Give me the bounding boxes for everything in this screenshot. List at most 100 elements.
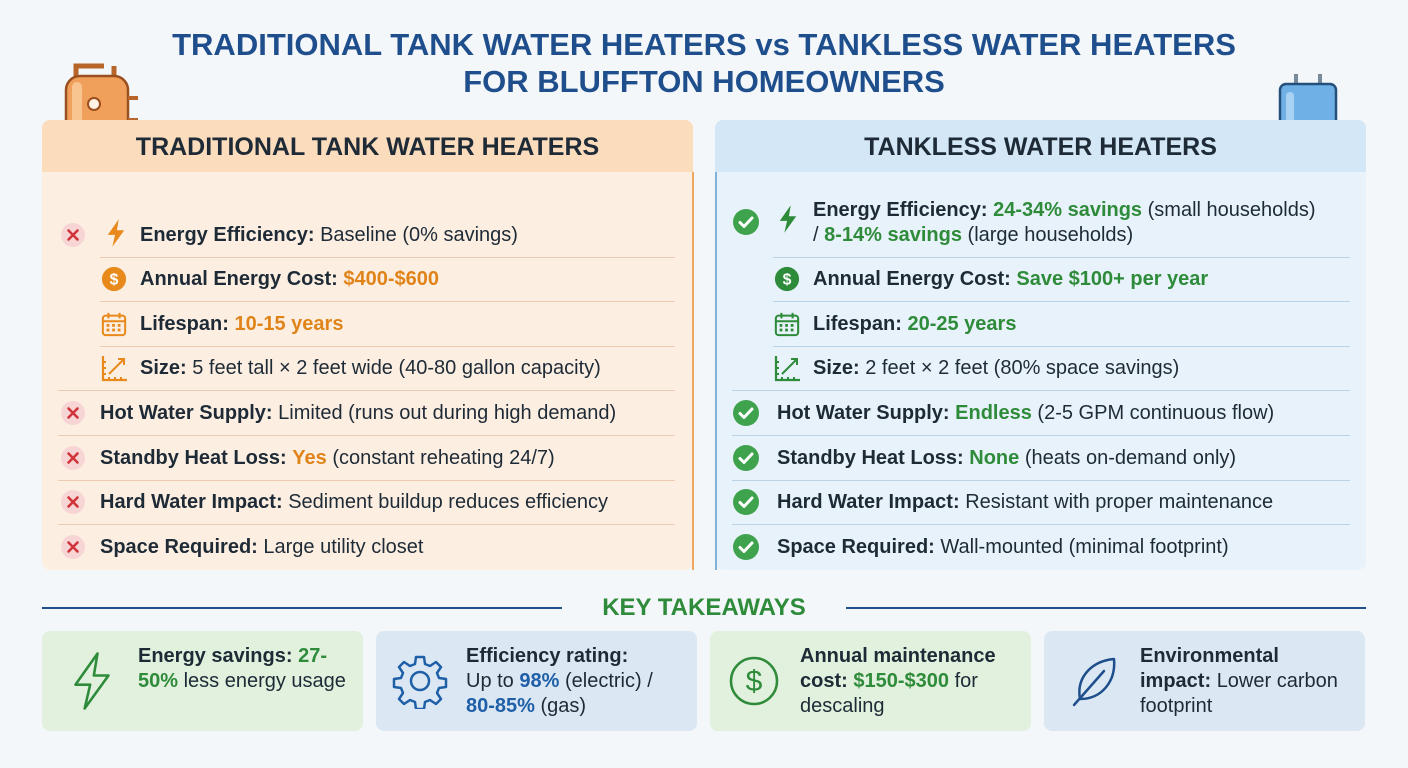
row: / 8-14% savings (large households)	[813, 223, 1133, 247]
card-text: Environmental impact: Lower carbon footp…	[1140, 644, 1355, 719]
row-label: Energy Efficiency:	[140, 224, 315, 246]
row: Standby Heat Loss: Yes (constant reheati…	[100, 446, 555, 470]
separator	[773, 301, 1350, 302]
check-icon	[732, 444, 760, 472]
row-highlight: Yes	[292, 447, 327, 469]
card-highlight: 80-85%	[466, 695, 535, 717]
tankless-panel: TANKLESS WATER HEATERS	[715, 120, 1366, 570]
row-label: Standby Heat Loss:	[100, 447, 287, 469]
row-highlight: None	[969, 447, 1020, 469]
row-text: (heats on-demand only)	[1024, 447, 1237, 469]
calendar-icon	[774, 311, 800, 337]
row: Lifespan: 20-25 years	[813, 312, 1016, 336]
card-text: Energy savings: 27-50% less energy usage	[138, 644, 353, 694]
energy-icon	[74, 652, 110, 710]
cross-icon	[60, 445, 86, 471]
row-label: Size:	[140, 357, 187, 379]
tank-panel: TRADITIONAL TANK WATER HEATERS	[42, 120, 693, 570]
row: Energy Efficiency: 24-34% savings (small…	[813, 198, 1315, 222]
row-text: Resistant with proper maintenance	[965, 491, 1274, 513]
row: Size: 5 feet tall × 2 feet wide (40-80 g…	[140, 356, 601, 380]
row-label: Standby Heat Loss:	[777, 447, 964, 469]
separator	[58, 524, 675, 525]
calendar-icon	[101, 311, 127, 337]
separator	[773, 346, 1350, 347]
row-text: Baseline (0% savings)	[320, 224, 518, 246]
separator	[773, 257, 1350, 258]
row-text: /	[813, 224, 819, 246]
card-text-part: (gas)	[540, 695, 587, 717]
row-text: Wall-mounted (minimal footprint)	[940, 536, 1229, 558]
row-label: Size:	[813, 357, 860, 379]
title: TRADITIONAL TANK WATER HEATERS vs TANKLE…	[172, 27, 1236, 62]
card-text-part: Up to	[466, 670, 514, 692]
takeaway-card: $ Annual maintenance cost: $150-$300 for…	[710, 631, 1031, 731]
title: FOR BLUFFTON HOMEOWNERS	[463, 64, 945, 99]
card-text: Efficiency rating: Up to 98% (electric) /…	[466, 644, 681, 719]
row: Standby Heat Loss: None (heats on-demand…	[777, 446, 1236, 470]
row-label: Hot Water Supply:	[100, 402, 273, 424]
section-heading: KEY TAKEAWAYS	[602, 594, 806, 621]
card-text: Annual maintenance cost: $150-$300 for d…	[800, 644, 1022, 719]
leaf-icon	[1072, 657, 1116, 707]
row-label: Energy Efficiency:	[813, 199, 988, 221]
panel-border	[715, 172, 717, 570]
separator	[732, 435, 1350, 436]
check-icon	[732, 488, 760, 516]
row: Hot Water Supply: Endless (2-5 GPM conti…	[777, 401, 1274, 425]
row-label: Lifespan:	[813, 313, 902, 335]
separator	[732, 390, 1350, 391]
row-highlight: Endless	[955, 402, 1032, 424]
energy-icon	[105, 218, 127, 248]
size-icon	[773, 353, 803, 383]
row: Energy Efficiency: Baseline (0% savings)	[140, 223, 518, 247]
row-text: (small households)	[1147, 199, 1316, 221]
cross-icon	[60, 400, 86, 426]
panel-heading: TRADITIONAL TANK WATER HEATERS	[42, 120, 693, 172]
card-highlight: 98%	[519, 670, 560, 692]
cross-icon	[60, 534, 86, 560]
row-label: Annual Energy Cost:	[140, 268, 338, 290]
row-text: 2 feet × 2 feet (80% space savings)	[865, 357, 1180, 379]
cost-icon	[774, 266, 800, 292]
energy-icon	[777, 204, 799, 234]
separator	[58, 480, 675, 481]
separator	[100, 346, 675, 347]
cost-icon	[101, 266, 127, 292]
row-label: Hard Water Impact:	[777, 491, 960, 513]
gear-icon	[392, 655, 448, 709]
row: Space Required: Large utility closet	[100, 535, 423, 559]
card-text-part: for descaling	[800, 670, 978, 717]
card-label: Energy savings:	[138, 645, 293, 667]
row-text: (2-5 GPM continuous flow)	[1037, 402, 1275, 424]
separator	[732, 524, 1350, 525]
svg-text:$: $	[746, 665, 763, 698]
row-text: (large households)	[967, 224, 1134, 246]
row-text: Sediment buildup reduces efficiency	[288, 491, 609, 513]
divider-line	[42, 607, 562, 609]
row: Hot Water Supply: Limited (runs out duri…	[100, 401, 616, 425]
separator	[100, 301, 675, 302]
takeaway-card: Efficiency rating: Up to 98% (electric) /…	[376, 631, 697, 731]
size-icon	[100, 353, 130, 383]
card-text-part: less energy usage	[183, 670, 346, 692]
separator	[58, 390, 675, 391]
row-highlight: 10-15 years	[234, 313, 344, 335]
check-icon	[732, 208, 760, 236]
card-label: Efficiency rating:	[466, 645, 629, 667]
row-text: 5 feet tall × 2 feet wide (40-80 gallon …	[192, 357, 601, 379]
row: Hard Water Impact: Sediment buildup redu…	[100, 490, 608, 514]
separator	[732, 480, 1350, 481]
separator	[58, 435, 675, 436]
row-label: Hot Water Supply:	[777, 402, 950, 424]
row-highlight: 20-25 years	[907, 313, 1017, 335]
row: Annual Energy Cost: Save $100+ per year	[813, 267, 1208, 291]
row-highlight: 24-34% savings	[993, 199, 1143, 221]
check-icon	[732, 399, 760, 427]
row: Lifespan: 10-15 years	[140, 312, 343, 336]
row-label: Space Required:	[100, 536, 258, 558]
row-label: Annual Energy Cost:	[813, 268, 1011, 290]
row-label: Hard Water Impact:	[100, 491, 283, 513]
